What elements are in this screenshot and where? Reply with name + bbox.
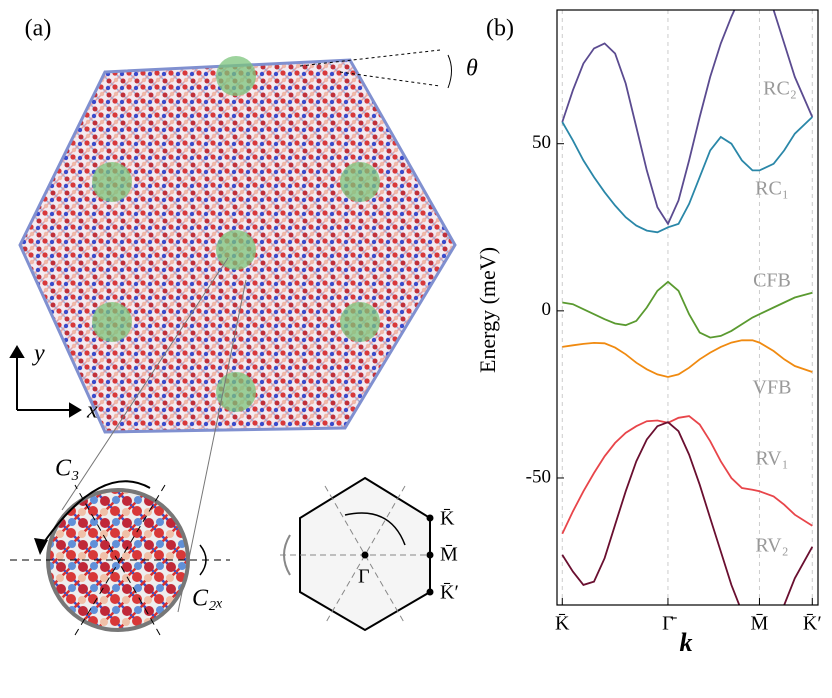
bz-label: M̄ [440, 544, 458, 566]
x-axis-label: k [680, 628, 693, 657]
band-label: RC₁ [755, 178, 789, 200]
twist-angle: θ [466, 56, 478, 82]
band-label: VFB [753, 377, 792, 399]
aa-regions [92, 56, 380, 412]
x-tick-label: K̄′ [803, 613, 822, 635]
axis-y-label: y [32, 341, 45, 367]
bz-points [361, 514, 434, 596]
symmetry-axes [10, 484, 230, 636]
bz-lines [280, 485, 430, 625]
band-label: RV₂ [755, 535, 788, 557]
band-curve [561, 10, 814, 226]
x-tick-label: Γ̄ [662, 613, 678, 635]
band-curve [562, 280, 813, 339]
y-axis-label: Energy (meV) [475, 247, 500, 373]
twist-arrow [447, 54, 452, 89]
c2x-label: C₂ₓ [192, 586, 223, 612]
plot-frame [556, 9, 819, 606]
y-tick-label: -50 [526, 466, 551, 487]
twist-indicator [299, 49, 441, 87]
bz-rotation [344, 512, 406, 546]
band-curve [561, 116, 813, 234]
band-curve [562, 339, 813, 378]
bz-label: Γ [358, 566, 370, 588]
band-label: RV₁ [755, 448, 788, 470]
band-curve [561, 415, 813, 535]
x-tick-label: K̄ [555, 613, 570, 635]
axes-icon [9, 345, 82, 418]
bz-label: K̄′ [440, 582, 459, 604]
panel-label: (a) [25, 16, 52, 42]
band-label: RC₂ [763, 78, 797, 100]
y-tick-label: 0 [542, 299, 552, 320]
axis-x-label: x [86, 398, 98, 424]
bz-label: K̄ [440, 508, 455, 530]
curves [561, 10, 814, 605]
c3-arrow [39, 480, 151, 549]
c2x-arrow [199, 544, 207, 576]
bz-c2-arrow [283, 534, 291, 576]
band-label: CFB [753, 270, 791, 292]
c3-arrowhead [34, 538, 48, 555]
band-curve [561, 421, 814, 605]
c3-label: C₃ [55, 456, 79, 482]
y-tick-label: 50 [532, 132, 551, 153]
x-tick-label: M̄ [751, 613, 769, 635]
panel-label: (b) [486, 16, 514, 42]
